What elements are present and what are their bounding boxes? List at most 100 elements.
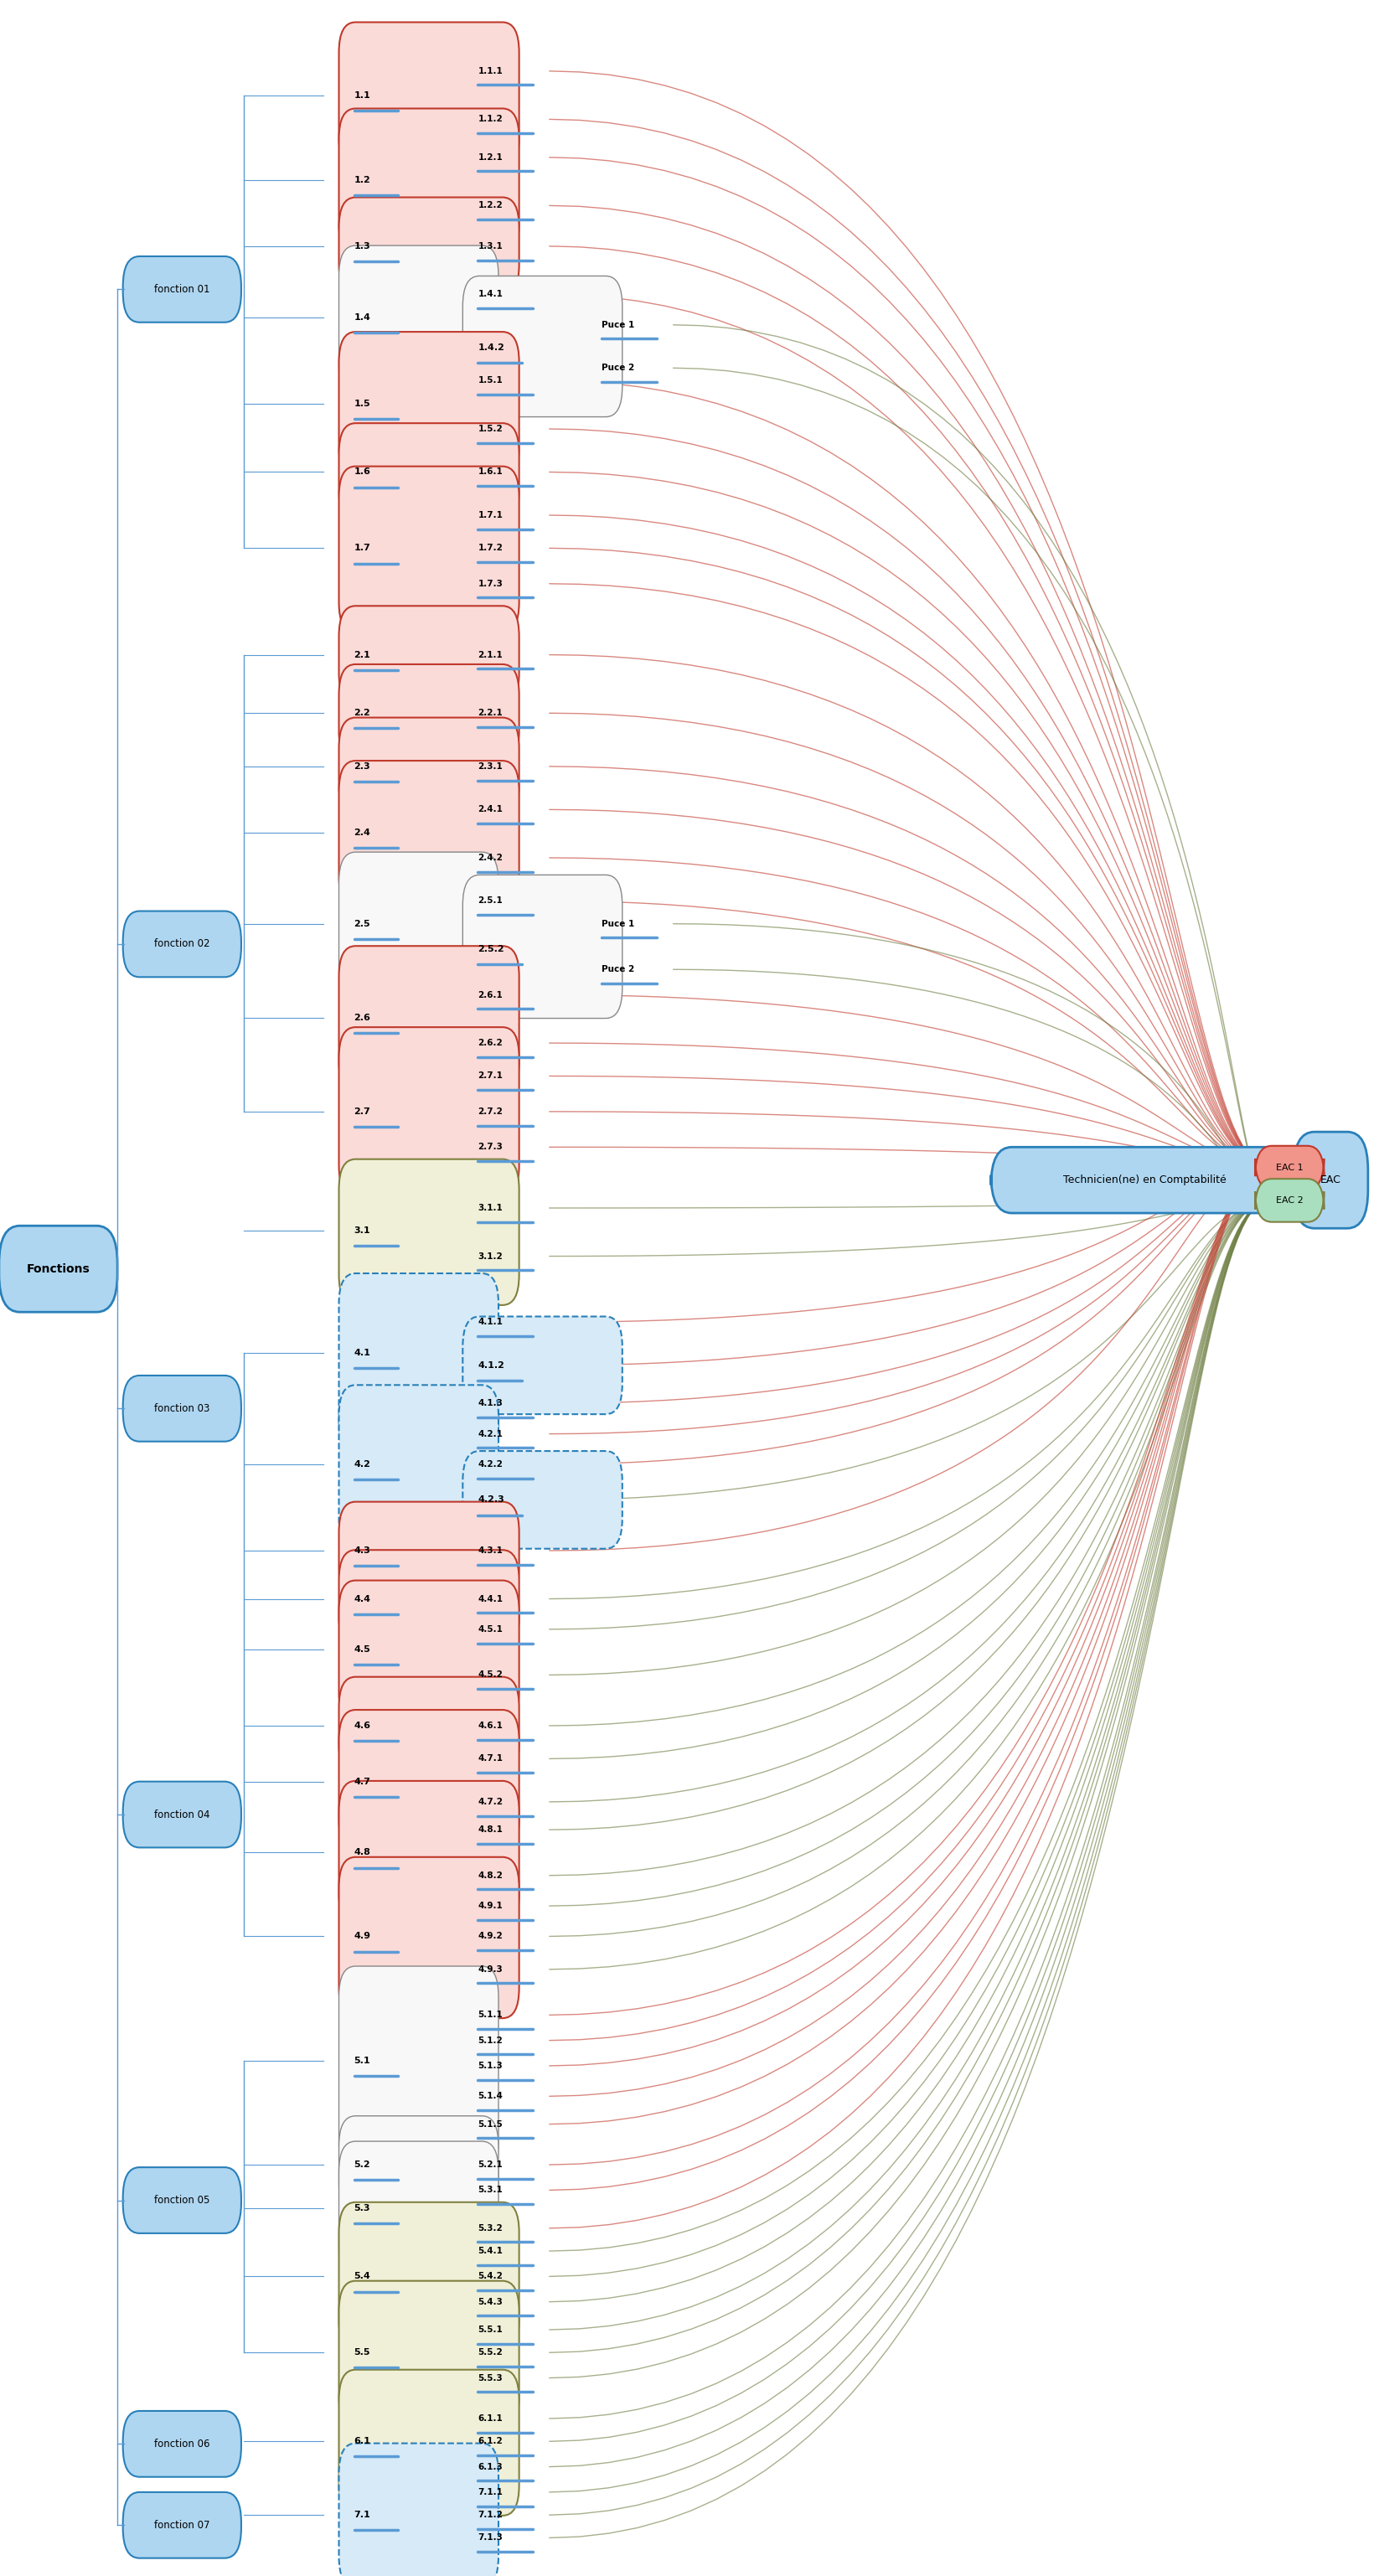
Text: 5.4.1: 5.4.1 — [479, 2246, 503, 2254]
Text: 1.5.1: 1.5.1 — [479, 376, 503, 384]
Text: 2.4.1: 2.4.1 — [479, 806, 503, 814]
Text: fonction 04: fonction 04 — [154, 1808, 210, 1821]
Text: 5.3.2: 5.3.2 — [479, 2223, 503, 2233]
Text: 4.7: 4.7 — [354, 1777, 371, 1785]
Text: 1.4.1: 1.4.1 — [479, 291, 503, 299]
Text: fonction 02: fonction 02 — [154, 938, 210, 951]
FancyBboxPatch shape — [339, 2442, 498, 2576]
Text: 4.5.2: 4.5.2 — [479, 1672, 503, 1680]
Text: 5.2: 5.2 — [354, 2161, 371, 2169]
Text: 1.5: 1.5 — [354, 399, 371, 407]
Text: 2.6.1: 2.6.1 — [479, 992, 503, 999]
Text: 2.2.1: 2.2.1 — [479, 708, 503, 716]
Text: 4.4.1: 4.4.1 — [479, 1595, 503, 1602]
Text: 4.7.2: 4.7.2 — [479, 1798, 503, 1806]
Text: 2.7.2: 2.7.2 — [479, 1108, 503, 1115]
Text: 2.5: 2.5 — [354, 920, 371, 927]
FancyBboxPatch shape — [339, 1677, 519, 1775]
FancyBboxPatch shape — [463, 1316, 622, 1414]
FancyBboxPatch shape — [0, 1226, 117, 1311]
Text: 5.1.4: 5.1.4 — [479, 2092, 503, 2099]
FancyBboxPatch shape — [339, 853, 498, 997]
FancyBboxPatch shape — [1294, 1131, 1368, 1229]
Text: 4.3: 4.3 — [354, 1546, 371, 1556]
Text: 2.1.1: 2.1.1 — [479, 652, 503, 659]
FancyBboxPatch shape — [339, 1551, 519, 1649]
Text: 2.6: 2.6 — [354, 1012, 371, 1023]
FancyBboxPatch shape — [463, 276, 622, 417]
Text: 4.2: 4.2 — [354, 1461, 371, 1468]
Text: 3.1.1: 3.1.1 — [479, 1203, 503, 1213]
FancyBboxPatch shape — [123, 2491, 241, 2558]
FancyBboxPatch shape — [339, 1273, 498, 1453]
Text: 5.4.3: 5.4.3 — [479, 2298, 503, 2306]
Text: 5.1.1: 5.1.1 — [479, 2012, 503, 2020]
FancyBboxPatch shape — [339, 422, 519, 520]
Text: fonction 01: fonction 01 — [154, 283, 210, 294]
Text: 4.2.1: 4.2.1 — [479, 1430, 503, 1437]
Text: 1.3: 1.3 — [354, 242, 371, 250]
Text: 1.7: 1.7 — [354, 544, 371, 551]
Text: 1.1.1: 1.1.1 — [479, 67, 503, 75]
Text: 4.1.3: 4.1.3 — [479, 1399, 503, 1406]
Text: Technicien(ne) en Comptabilité: Technicien(ne) en Comptabilité — [1063, 1175, 1227, 1185]
FancyBboxPatch shape — [123, 1376, 241, 1443]
Text: 4.9: 4.9 — [354, 1932, 371, 1940]
Text: 5.1: 5.1 — [354, 2056, 371, 2066]
Text: EAC 1: EAC 1 — [1276, 1164, 1303, 1172]
FancyBboxPatch shape — [339, 719, 519, 814]
Text: 1.2.2: 1.2.2 — [479, 201, 503, 209]
Text: 1.7.2: 1.7.2 — [479, 544, 503, 551]
Text: 2.7.3: 2.7.3 — [479, 1144, 503, 1151]
Text: 2.4: 2.4 — [354, 829, 371, 837]
FancyBboxPatch shape — [123, 1783, 241, 1847]
Text: 5.2.1: 5.2.1 — [479, 2161, 503, 2169]
Text: 5.5.3: 5.5.3 — [479, 2372, 503, 2383]
Text: 2.6.2: 2.6.2 — [479, 1038, 503, 1048]
FancyBboxPatch shape — [123, 2411, 241, 2478]
Text: EAC 2: EAC 2 — [1276, 1195, 1303, 1206]
Text: fonction 07: fonction 07 — [154, 2519, 210, 2530]
FancyBboxPatch shape — [339, 198, 519, 296]
Text: 1.1.2: 1.1.2 — [479, 116, 503, 124]
FancyBboxPatch shape — [339, 1965, 498, 2174]
FancyBboxPatch shape — [339, 760, 519, 907]
Text: EAC: EAC — [1321, 1175, 1342, 1185]
Text: Fonctions: Fonctions — [26, 1262, 90, 1275]
FancyBboxPatch shape — [339, 665, 519, 762]
FancyBboxPatch shape — [339, 2141, 498, 2277]
Text: fonction 06: fonction 06 — [154, 2439, 210, 2450]
Text: 6.1.3: 6.1.3 — [479, 2463, 503, 2470]
Text: 7.1.2: 7.1.2 — [479, 2512, 503, 2519]
Text: 2.4.2: 2.4.2 — [479, 853, 503, 863]
Text: Puce 2: Puce 2 — [601, 363, 634, 371]
Text: 2.7: 2.7 — [354, 1108, 371, 1115]
FancyBboxPatch shape — [339, 1710, 519, 1850]
FancyBboxPatch shape — [339, 1582, 519, 1723]
Text: 5.1.3: 5.1.3 — [479, 2061, 503, 2071]
Text: 1.7.1: 1.7.1 — [479, 510, 503, 520]
FancyBboxPatch shape — [339, 1028, 519, 1195]
Text: Puce 2: Puce 2 — [601, 966, 634, 974]
Text: 5.3: 5.3 — [354, 2202, 371, 2213]
Text: 1.6.1: 1.6.1 — [479, 469, 503, 477]
FancyBboxPatch shape — [339, 2370, 519, 2517]
Text: 4.9.3: 4.9.3 — [479, 1965, 503, 1973]
Text: 5.4.2: 5.4.2 — [479, 2272, 503, 2280]
Text: 6.1.2: 6.1.2 — [479, 2437, 503, 2445]
FancyBboxPatch shape — [1255, 1180, 1324, 1221]
FancyBboxPatch shape — [339, 1502, 519, 1600]
Text: 4.1.2: 4.1.2 — [479, 1360, 505, 1370]
Text: 4.2.3: 4.2.3 — [479, 1497, 505, 1504]
Text: fonction 05: fonction 05 — [154, 2195, 210, 2205]
FancyBboxPatch shape — [339, 1857, 519, 2017]
Text: Puce 1: Puce 1 — [601, 319, 634, 330]
Text: 4.9.1: 4.9.1 — [479, 1901, 503, 1909]
Text: 2.3: 2.3 — [354, 762, 371, 770]
Text: 1.3.1: 1.3.1 — [479, 242, 503, 250]
Text: Puce 1: Puce 1 — [601, 920, 634, 927]
Text: 4.6.1: 4.6.1 — [479, 1721, 503, 1731]
FancyBboxPatch shape — [339, 1159, 519, 1306]
Text: 4.4: 4.4 — [354, 1595, 371, 1602]
FancyBboxPatch shape — [463, 876, 622, 1018]
